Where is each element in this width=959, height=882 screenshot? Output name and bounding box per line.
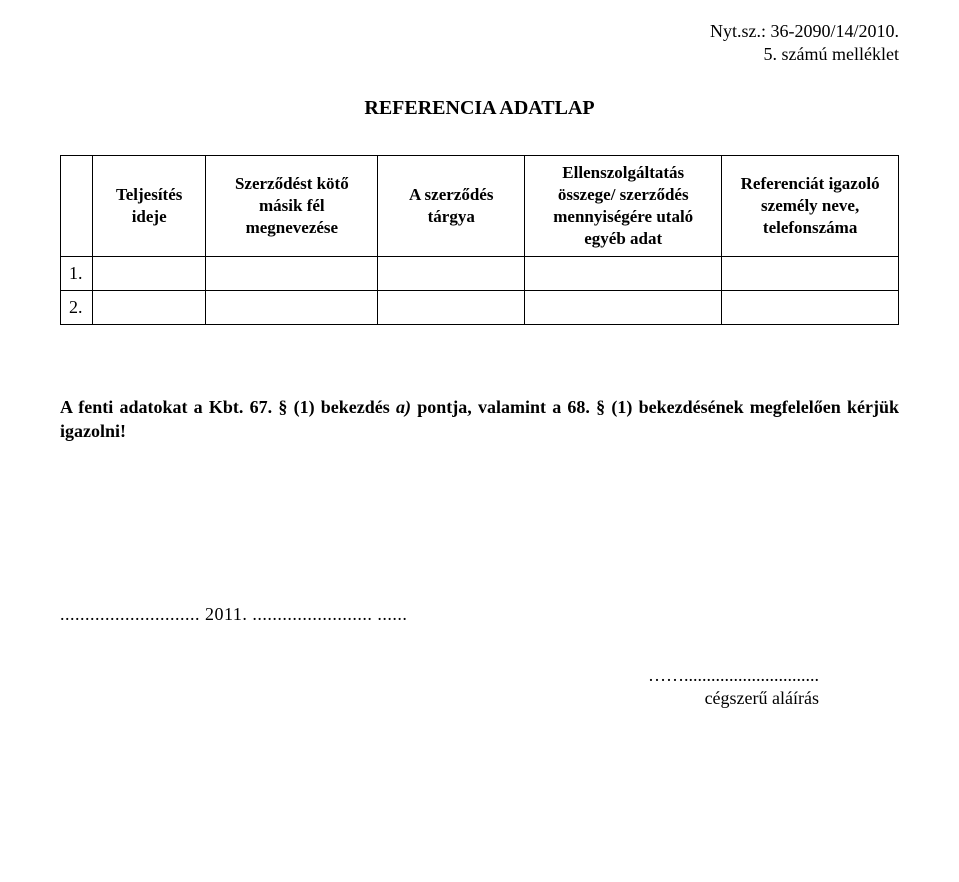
page-title: REFERENCIA ADATLAP [60, 97, 899, 120]
cell [206, 257, 378, 291]
attachment-number: 5. számú melléklet [60, 43, 899, 66]
cell [92, 291, 205, 325]
cell [525, 291, 722, 325]
row-number: 2. [61, 291, 93, 325]
col-header-reference: Referenciát igazoló személy neve, telefo… [722, 155, 899, 256]
cell [206, 291, 378, 325]
table-row: 1. [61, 257, 899, 291]
note-italic: a) [396, 397, 411, 417]
ref-number: Nyt.sz.: 36-2090/14/2010. [60, 20, 899, 43]
cell [378, 257, 525, 291]
signature-dots: …….............................. [60, 665, 819, 686]
col-header-party: Szerződést kötő másik fél megnevezése [206, 155, 378, 256]
signature-label: cégszerű aláírás [60, 688, 819, 709]
col-header-num [61, 155, 93, 256]
signature-area: …….............................. cégszer… [60, 665, 899, 709]
reference-table: Teljesítés ideje Szerződést kötő másik f… [60, 155, 899, 325]
date-line: ............................ 2011. .....… [60, 604, 899, 625]
table-header-row: Teljesítés ideje Szerződést kötő másik f… [61, 155, 899, 256]
cell [722, 291, 899, 325]
cell [722, 257, 899, 291]
col-header-amount: Ellenszolgáltatás összege/ szerződés men… [525, 155, 722, 256]
header-block: Nyt.sz.: 36-2090/14/2010. 5. számú mellé… [60, 20, 899, 67]
table-row: 2. [61, 291, 899, 325]
note-text: A fenti adatokat a Kbt. 67. § (1) bekezd… [60, 395, 899, 444]
row-number: 1. [61, 257, 93, 291]
cell [525, 257, 722, 291]
cell [92, 257, 205, 291]
col-header-time: Teljesítés ideje [92, 155, 205, 256]
cell [378, 291, 525, 325]
col-header-subject: A szerződés tárgya [378, 155, 525, 256]
note-prefix: A fenti adatokat a Kbt. 67. § (1) bekezd… [60, 397, 396, 417]
